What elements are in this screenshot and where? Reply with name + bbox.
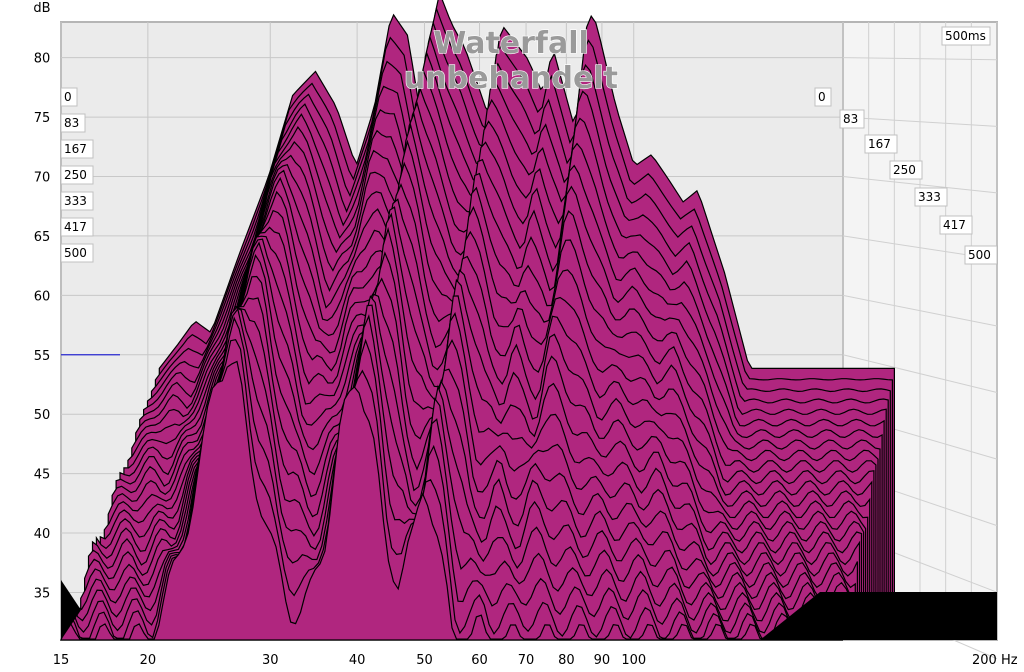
side-grid-line [842, 294, 998, 327]
y-tick-label: 60 [34, 289, 51, 304]
x-tick-label: 200 Hz [972, 653, 1018, 668]
time-slice-label-left: 83 [64, 116, 79, 130]
time-slice-label-right: 500 [968, 248, 991, 262]
time-slice-label-left: 0 [64, 90, 72, 104]
side-grid-line [842, 116, 998, 127]
x-tick-label: 100 [621, 653, 646, 668]
y-tick-label: 35 [34, 586, 51, 601]
time-slice-label-left-box [60, 113, 86, 133]
y-tick-label: 70 [34, 171, 51, 186]
side-grid-line [842, 176, 998, 194]
x-tick-label: 40 [349, 653, 366, 668]
side-grid-line [842, 57, 998, 61]
time-slice-label-right-box [864, 134, 898, 154]
time-slice-label-left-box [60, 139, 94, 159]
waterfall-slices [60, 0, 997, 641]
y-tick-label: 65 [34, 230, 51, 245]
time-slice-label-right-box [939, 215, 973, 235]
time-slice-label-left-box [60, 165, 94, 185]
time-slice-label-left: 167 [64, 142, 87, 156]
time-slice-label-left: 333 [64, 194, 87, 208]
x-tick-label: 90 [594, 653, 611, 668]
time-slice-label-left-box [60, 87, 78, 107]
y-axis-label: dB [33, 1, 50, 16]
floor-shadow [760, 592, 997, 640]
chart-title: Waterfall [433, 26, 589, 61]
y-tick-label: 40 [34, 527, 51, 542]
time-slice-label-right-box [914, 187, 948, 207]
axes: 35 40 45 50 55 60 65 70 75 80 15 20 30 40 50 60 70 80 90 10… [34, 52, 1018, 668]
time-slice-label-right-box [964, 245, 998, 265]
x-tick-label: 80 [558, 653, 575, 668]
time-slice-label-right: 0 [818, 90, 826, 104]
side-grid-line [842, 354, 998, 394]
time-slice-label-right-box [889, 160, 923, 180]
x-tick-label: 60 [471, 653, 488, 668]
time-slice-label-left-box [60, 243, 94, 263]
time-slice-label-left: 417 [64, 220, 87, 234]
time-slice-label-right: 250 [893, 163, 916, 177]
y-tick-label: 75 [34, 111, 51, 126]
time-slice-label-left-box [60, 191, 94, 211]
time-slice-label-right: 333 [918, 190, 941, 204]
waterfall-slice [60, 360, 843, 641]
time-slice-label-left: 500 [64, 246, 87, 260]
time-slice-label-left: 250 [64, 168, 87, 182]
y-tick-label: 45 [34, 468, 51, 483]
time-axis-end-label: 500ms [945, 29, 986, 43]
time-slice-label-right-box [814, 87, 832, 107]
time-slice-label-right: 83 [843, 112, 858, 126]
x-tick-label: 70 [518, 653, 535, 668]
x-tick-label: 20 [140, 653, 157, 668]
time-slice-label-left-box [60, 217, 94, 237]
y-tick-label: 55 [34, 349, 51, 364]
x-tick-label: 15 [53, 653, 70, 668]
x-tick-label: 50 [416, 653, 433, 668]
x-tick-label: 30 [262, 653, 279, 668]
time-slice-label-right: 167 [868, 137, 891, 151]
time-slice-label-right-box [839, 109, 865, 129]
y-tick-label: 50 [34, 408, 51, 423]
time-slice-labels: 083167250333417500083167250333417500500m… [60, 26, 998, 265]
time-axis-end-label-box [941, 26, 991, 46]
time-slice-label-right: 417 [943, 218, 966, 232]
floor-shadow [61, 580, 81, 640]
chart-subtitle: unbehandelt [404, 61, 618, 96]
y-tick-label: 80 [34, 52, 51, 67]
